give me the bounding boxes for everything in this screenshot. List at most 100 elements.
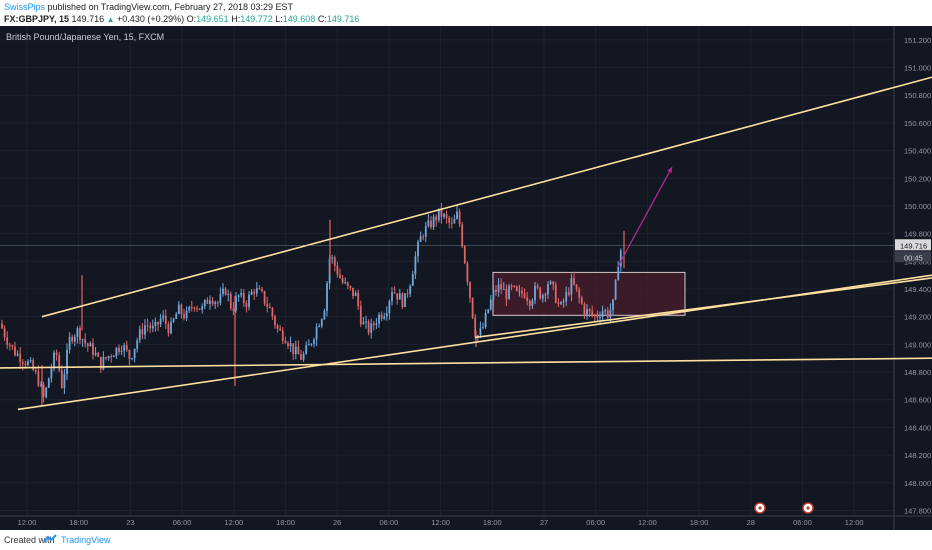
x-tick-label: 28 [747, 518, 755, 527]
y-tick-label: 150.200 [904, 174, 931, 183]
candle-body [11, 345, 14, 347]
candle-body [196, 308, 198, 310]
candle-body [55, 352, 58, 355]
candle-body [315, 326, 318, 340]
candle-body [411, 274, 414, 286]
candle-body [489, 299, 492, 310]
candle-body [107, 356, 110, 359]
candle-body [211, 300, 214, 305]
candle-body [253, 291, 256, 294]
candle-body [216, 302, 219, 304]
candle-body [484, 312, 487, 328]
x-tick-label: 12:00 [18, 518, 37, 527]
candle-body [497, 284, 500, 292]
candle-body [53, 352, 55, 369]
candle-body [573, 278, 575, 285]
candle-body [586, 309, 588, 315]
candle-body [580, 297, 583, 304]
candle-body [461, 224, 464, 247]
candle-body [102, 357, 105, 370]
candle-body [242, 292, 245, 303]
y-tick-label: 151.000 [904, 64, 931, 73]
candle-body [274, 316, 276, 326]
candle-body [378, 314, 380, 324]
x-tick-label: 26 [333, 518, 341, 527]
candle-body [435, 216, 438, 221]
close-value: 149.716 [326, 14, 360, 24]
candle-body [14, 346, 16, 356]
candle-body [297, 346, 300, 355]
candle-body [349, 285, 352, 288]
candle-body [591, 311, 594, 315]
candle-body [71, 336, 74, 342]
candle-body [284, 340, 287, 344]
candle-body [526, 297, 529, 301]
candle-body [245, 302, 248, 307]
tradingview-logo-icon [43, 534, 57, 543]
candle-body [539, 287, 542, 299]
last-price: 149.716 [71, 14, 105, 24]
candle-body [362, 322, 365, 325]
candle-body [570, 278, 573, 295]
candle-body [125, 345, 128, 350]
candle-body [492, 289, 495, 300]
candle-body [188, 307, 191, 311]
tradingview-brand[interactable]: TradingView [61, 535, 111, 545]
price-chart[interactable]: British Pound/Japanese Yen, 15, FXCM 147.… [0, 26, 932, 530]
candle-body [357, 292, 360, 307]
candle-body [456, 211, 458, 219]
candle-body [612, 299, 614, 310]
candle-body [110, 356, 113, 358]
y-tick-label: 150.000 [904, 202, 931, 211]
author-link[interactable]: SwissPips [4, 2, 46, 12]
candle-body [120, 350, 123, 352]
candle-body [29, 360, 32, 362]
candle-body [463, 246, 466, 264]
candle-body [281, 330, 284, 341]
candle-body [68, 336, 71, 350]
candle-body [375, 323, 378, 326]
candle-body [437, 208, 440, 221]
candle-body [554, 284, 557, 303]
candle-body [268, 306, 271, 308]
open-label: O: [186, 14, 197, 24]
candle-body [450, 222, 453, 224]
candle-body [359, 306, 362, 325]
y-tick-label: 151.200 [904, 36, 931, 45]
candle-body [424, 226, 427, 237]
candle-body [175, 314, 178, 319]
candle-body [185, 310, 188, 319]
candle-body [24, 363, 27, 366]
candle-body [232, 308, 235, 311]
up-arrow-icon: ▲ [106, 15, 115, 24]
candle-body [367, 321, 370, 333]
candle-body [6, 337, 9, 345]
candle-body [307, 344, 310, 346]
candle-body [336, 265, 339, 275]
candle-body [92, 343, 94, 355]
chart-area[interactable]: British Pound/Japanese Yen, 15, FXCM 147.… [0, 26, 932, 530]
candle-body [617, 266, 620, 281]
candle-body [427, 220, 430, 227]
x-tick-label: 06:00 [173, 518, 192, 527]
x-tick-label: 12:00 [224, 518, 243, 527]
y-tick-label: 148.200 [904, 451, 931, 460]
candle-body [560, 302, 562, 304]
candle-body [515, 286, 518, 291]
candle-body [167, 323, 170, 334]
y-tick-label: 149.800 [904, 230, 931, 239]
candle-body [445, 214, 448, 218]
candle-body [224, 288, 227, 295]
candle-body [583, 303, 586, 315]
candle-body [619, 250, 622, 267]
candle-body [593, 314, 596, 316]
candle-body [112, 355, 115, 358]
candle-body [141, 329, 144, 335]
horizontal-support-trendline [0, 357, 932, 369]
high-value: 149.772 [240, 14, 273, 24]
candle-body [159, 318, 162, 325]
candle-body [320, 319, 323, 326]
candle-body [34, 370, 37, 372]
countdown-label: 00:45 [904, 253, 923, 262]
candle-body [466, 263, 469, 283]
